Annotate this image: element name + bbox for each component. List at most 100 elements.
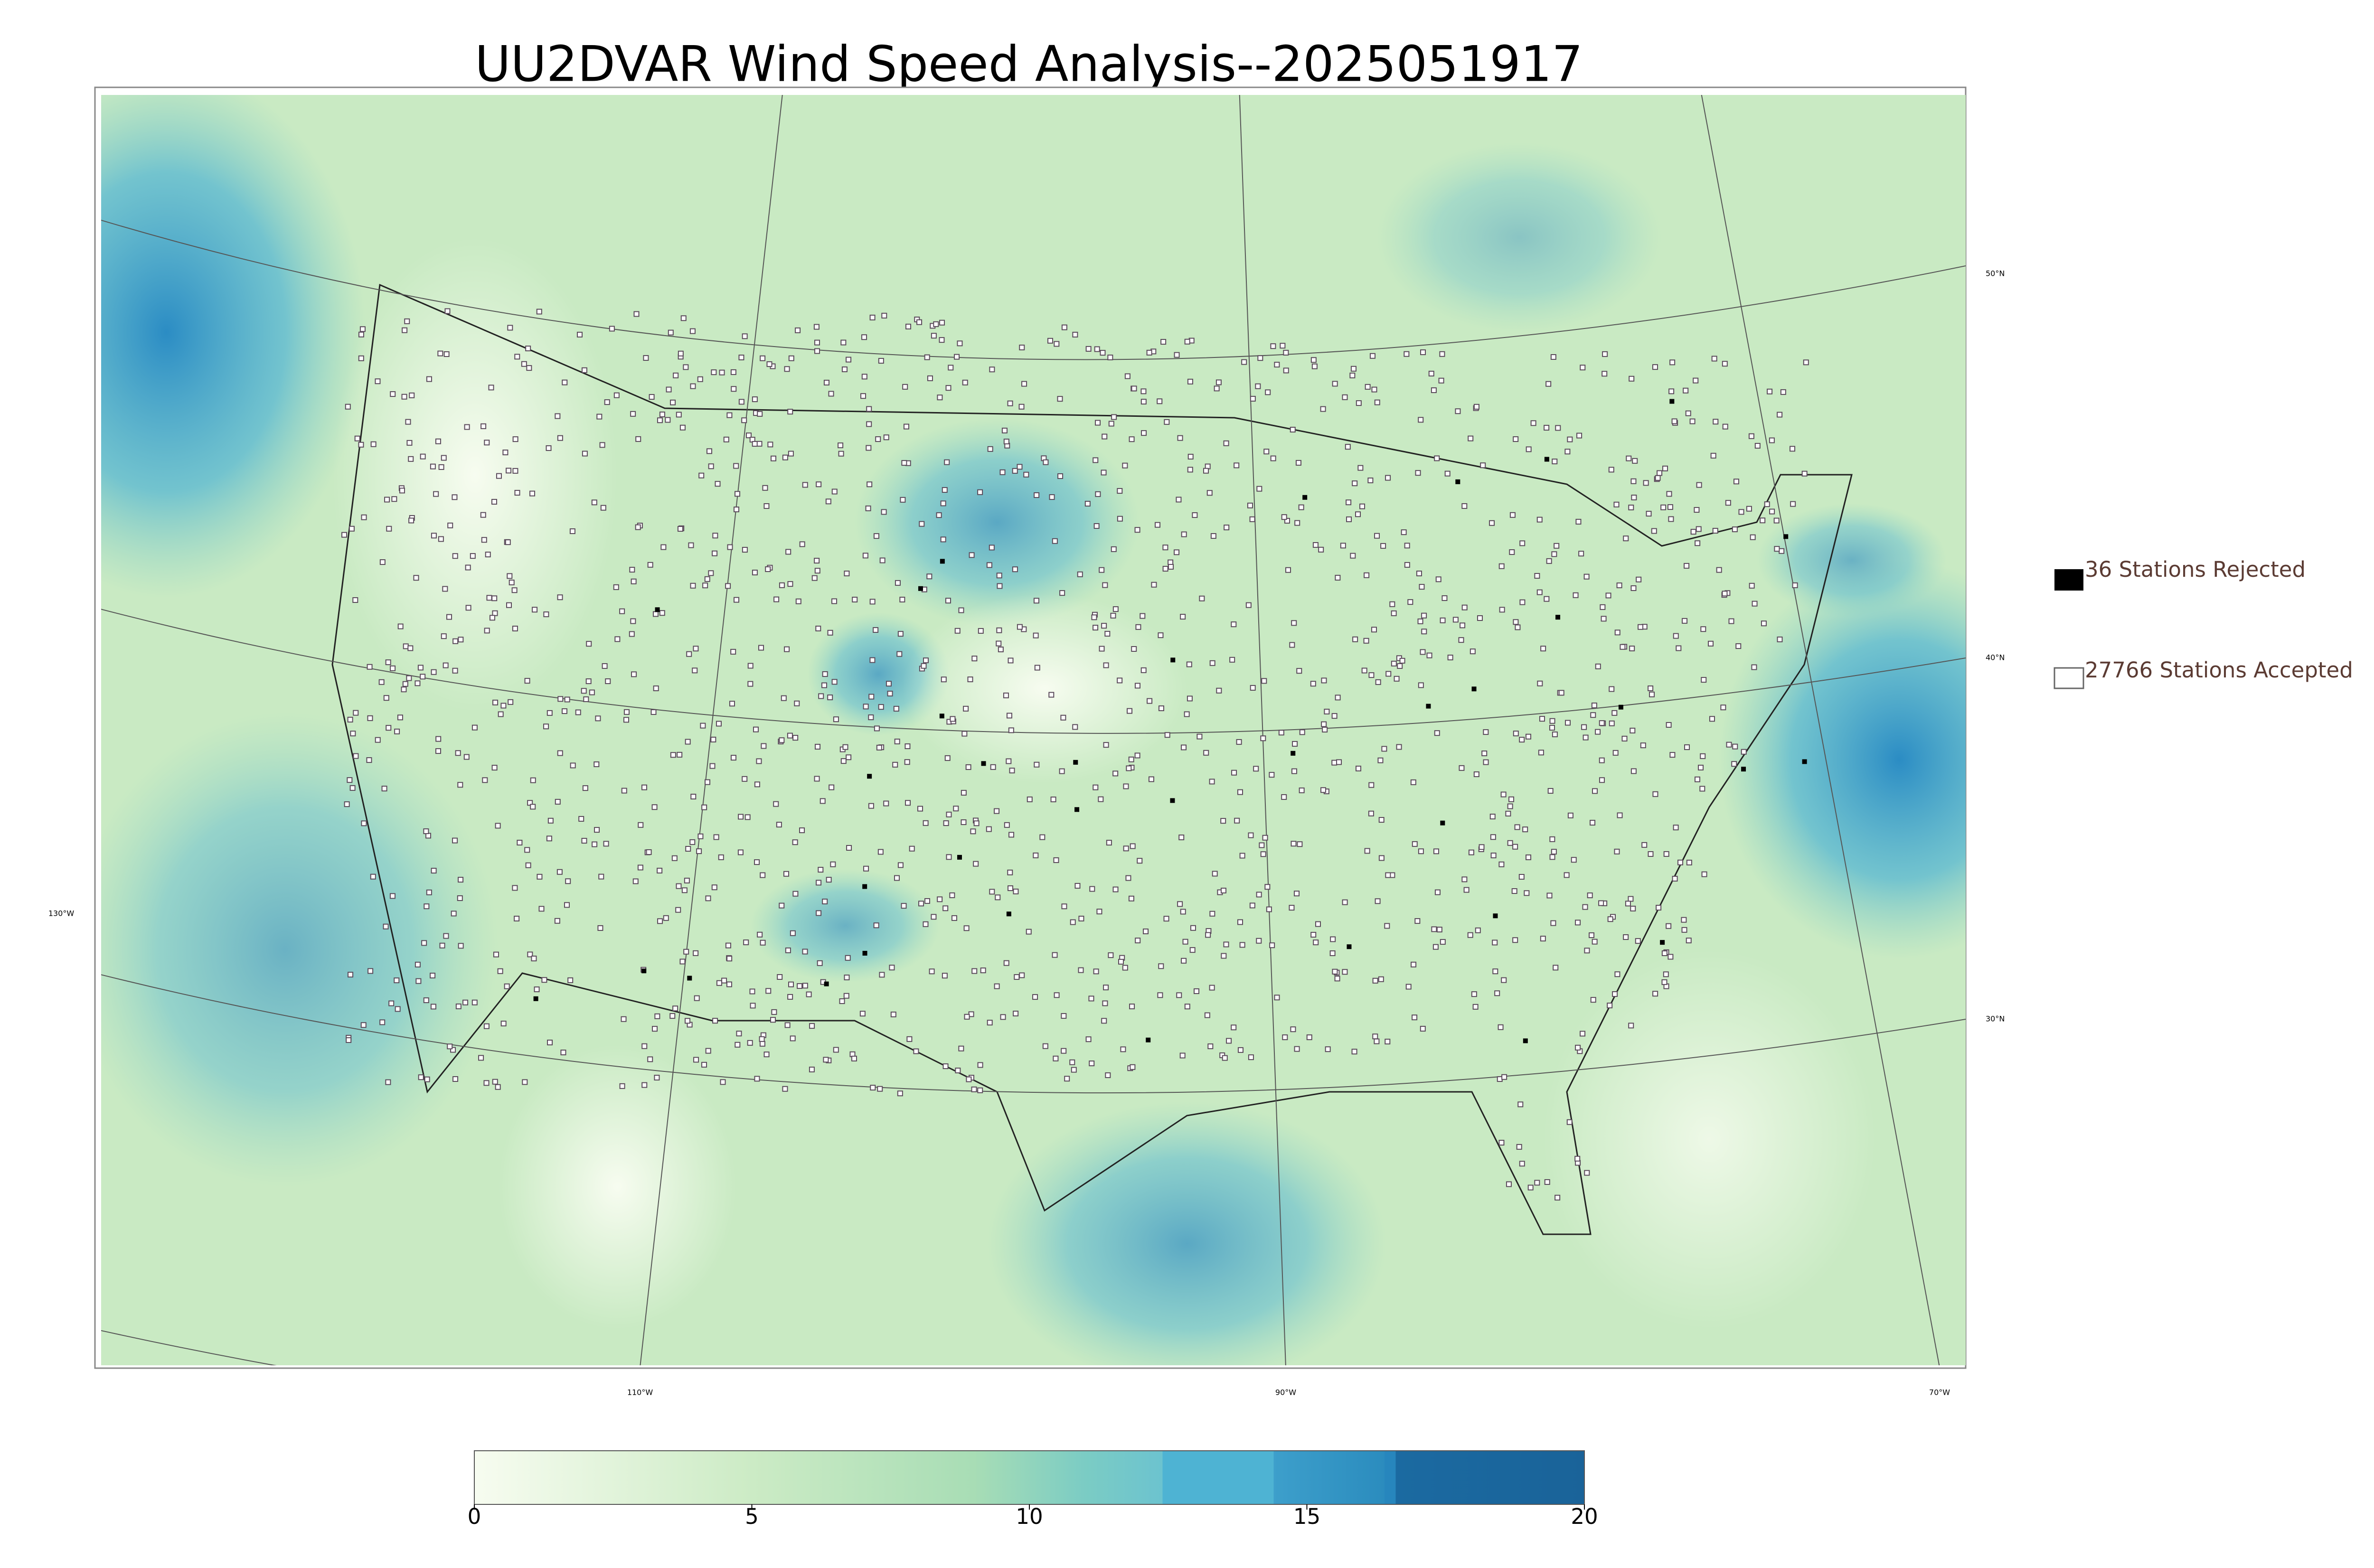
station-marker (438, 536, 444, 542)
station-marker (1726, 742, 1732, 748)
station-marker (1264, 884, 1271, 890)
station-marker (1545, 381, 1552, 387)
station-marker (420, 453, 426, 460)
station-marker (647, 1056, 653, 1062)
station-marker (1600, 604, 1606, 610)
station-marker (629, 631, 635, 637)
station-marker (1602, 351, 1608, 357)
station-marker (733, 507, 739, 513)
station-marker (1575, 1044, 1581, 1051)
station-marker (1447, 655, 1453, 661)
station-marker (1012, 468, 1018, 474)
longitude-label: 70°W (1929, 1388, 1950, 1397)
station-marker (397, 623, 404, 629)
station-marker (652, 611, 659, 617)
station-marker (1089, 1061, 1095, 1067)
station-marker (784, 1022, 791, 1028)
station-marker (1656, 905, 1662, 911)
station-marker (1253, 766, 1259, 772)
station-marker (677, 526, 683, 532)
station-marker (418, 1074, 424, 1080)
station-marker (578, 816, 584, 822)
station-marker (1049, 494, 1055, 500)
station-marker (1134, 527, 1140, 533)
station-marker (1583, 573, 1590, 580)
station-marker (1582, 904, 1588, 910)
station-marker (1595, 663, 1601, 669)
station-marker (1707, 640, 1714, 647)
station-marker (489, 615, 495, 621)
station-marker (886, 681, 892, 687)
station-marker (390, 391, 396, 397)
station-marker (873, 533, 879, 539)
station-marker (917, 806, 923, 812)
station-marker (831, 488, 838, 495)
station-marker (522, 1079, 528, 1085)
station-marker (1372, 1033, 1378, 1040)
station-marker (1334, 976, 1340, 982)
station-marker (1261, 678, 1267, 684)
station-marker (1356, 400, 1362, 406)
station-marker (443, 351, 450, 357)
station-marker (1595, 729, 1601, 735)
station-marker (1725, 500, 1731, 506)
station-marker (1117, 677, 1123, 684)
station-marker (693, 950, 699, 956)
station-marker (1509, 549, 1515, 555)
station-marker (492, 699, 499, 705)
station-marker (1106, 840, 1112, 846)
station-marker (1418, 682, 1424, 688)
station-marker (1385, 1039, 1391, 1045)
station-marker (1628, 1023, 1634, 1029)
station-marker (495, 823, 501, 829)
station-marker (678, 350, 684, 357)
station-marker (802, 482, 808, 488)
station-marker (1733, 479, 1740, 485)
station-marker (1564, 449, 1571, 455)
station-marker (350, 731, 356, 737)
station-marker (1696, 482, 1702, 488)
station-marker (1322, 726, 1328, 732)
station-marker (868, 714, 874, 721)
station-marker (619, 1083, 625, 1089)
legend-label: 36 Stations Rejected (2085, 557, 2306, 582)
station-marker (1220, 887, 1226, 893)
station-marker (406, 675, 412, 681)
station-marker (1320, 787, 1327, 793)
station-marker (763, 503, 770, 509)
station-marker (1598, 900, 1604, 906)
station-marker (597, 925, 603, 931)
station-marker (1564, 720, 1571, 726)
station-marker (998, 647, 1004, 653)
station-marker (1061, 324, 1067, 330)
station-marker (1630, 727, 1636, 733)
station-marker (828, 391, 834, 397)
station-marker (760, 872, 766, 878)
station-marker (595, 715, 601, 722)
station-marker (1094, 346, 1100, 352)
station-marker (505, 539, 511, 545)
station-marker (1006, 713, 1012, 719)
station-marker (692, 667, 698, 674)
station-marker (1256, 938, 1262, 944)
station-marker (795, 598, 801, 604)
station-marker (1196, 733, 1203, 740)
station-marker (367, 664, 373, 670)
station-marker (582, 785, 588, 791)
station-marker (1638, 624, 1644, 630)
station-marker (1652, 991, 1658, 997)
station-marker (1160, 339, 1167, 345)
station-marker (1157, 398, 1163, 404)
station-marker (1009, 768, 1015, 774)
station-marker (512, 468, 518, 474)
station-marker (575, 709, 581, 715)
station-marker (1270, 343, 1276, 349)
station-marker (697, 376, 703, 382)
station-marker (1140, 388, 1147, 394)
rejected-station-marker (1302, 495, 1308, 500)
station-marker (1473, 404, 1479, 410)
station-marker (484, 440, 490, 446)
station-marker (1259, 842, 1265, 848)
station-marker (909, 845, 915, 852)
station-marker (529, 490, 536, 497)
